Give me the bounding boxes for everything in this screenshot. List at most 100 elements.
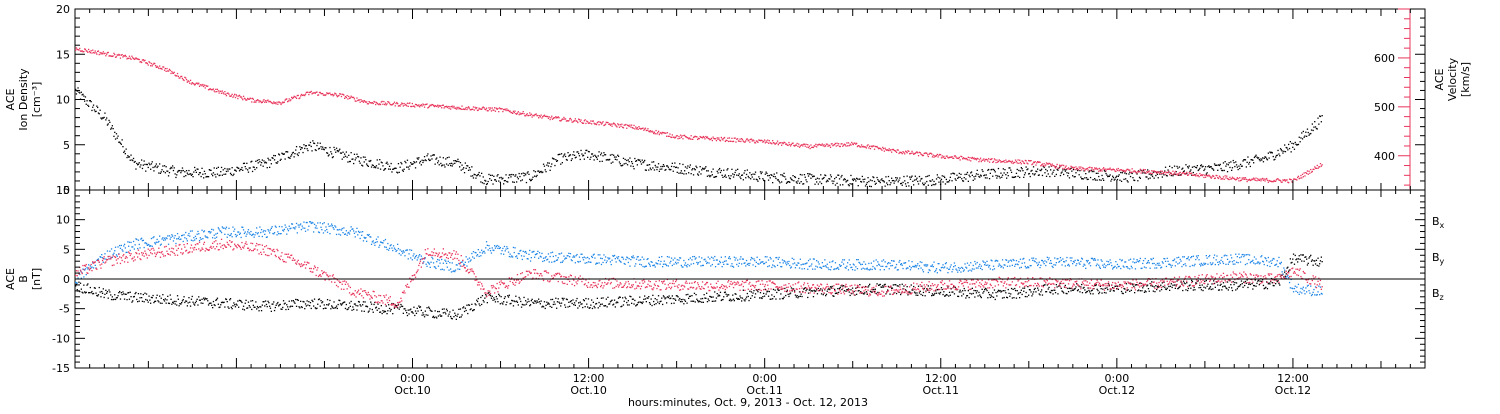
data-point	[843, 290, 846, 292]
data-point	[402, 170, 404, 172]
data-point	[662, 132, 665, 134]
data-point	[539, 303, 541, 305]
data-point	[710, 138, 712, 140]
data-point	[889, 149, 891, 152]
data-point	[1234, 165, 1236, 168]
data-point	[167, 70, 169, 72]
data-point	[787, 144, 789, 146]
data-point	[1081, 169, 1083, 171]
data-point	[895, 177, 897, 179]
data-point	[1192, 171, 1194, 174]
data-point	[582, 154, 585, 156]
data-point	[900, 151, 903, 154]
data-point	[88, 264, 90, 266]
data-point	[317, 298, 320, 301]
data-point	[303, 221, 305, 223]
data-point	[398, 104, 400, 107]
data-point	[389, 310, 391, 312]
data-point	[238, 167, 240, 169]
data-point	[498, 107, 501, 109]
data-point	[103, 296, 105, 299]
data-point	[335, 226, 337, 228]
data-point	[591, 153, 594, 155]
data-point	[1285, 179, 1287, 181]
data-point	[423, 104, 425, 106]
data-point	[417, 158, 419, 160]
data-point	[702, 135, 704, 138]
data-point	[538, 170, 540, 172]
data-point	[817, 183, 819, 185]
data-point	[710, 296, 713, 298]
data-point	[96, 53, 98, 55]
data-point	[824, 289, 826, 291]
data-point	[695, 294, 697, 296]
data-point	[340, 95, 343, 98]
data-point	[1292, 253, 1295, 255]
data-point	[501, 178, 503, 180]
data-point	[663, 296, 665, 298]
data-point	[81, 272, 83, 274]
data-point	[548, 116, 550, 118]
data-point	[99, 291, 101, 293]
data-point	[772, 288, 775, 291]
data-point	[842, 179, 845, 181]
data-point	[198, 239, 201, 242]
data-point	[287, 100, 290, 102]
data-point	[328, 154, 330, 156]
data-point	[1165, 171, 1168, 174]
data-point	[661, 297, 663, 299]
data-point	[1147, 171, 1150, 173]
data-point	[1283, 179, 1285, 182]
data-point	[401, 305, 404, 308]
data-point	[768, 290, 770, 293]
data-point	[856, 293, 858, 295]
data-point	[326, 92, 328, 94]
data-point	[150, 168, 152, 170]
data-point	[360, 157, 362, 159]
data-point	[307, 91, 309, 93]
data-point	[212, 229, 215, 231]
data-point	[1124, 172, 1126, 174]
data-point	[958, 291, 960, 293]
data-point	[560, 153, 563, 155]
data-point	[1185, 164, 1187, 166]
data-point	[857, 145, 859, 147]
data-point	[163, 300, 166, 302]
data-point	[577, 121, 579, 124]
data-point	[641, 159, 643, 161]
data-point	[353, 303, 356, 305]
data-point	[383, 240, 385, 242]
data-point	[623, 163, 625, 165]
data-point	[379, 241, 382, 243]
data-point	[1297, 261, 1299, 263]
data-point	[1300, 137, 1302, 139]
data-point	[979, 176, 981, 178]
data-point	[182, 169, 184, 172]
data-point	[632, 298, 634, 300]
data-point	[973, 289, 975, 292]
data-point	[94, 287, 96, 289]
data-point	[1037, 174, 1040, 176]
data-point	[251, 234, 254, 236]
data-point	[862, 292, 864, 295]
data-point	[123, 55, 126, 57]
data-point	[870, 291, 872, 293]
data-point	[339, 148, 341, 150]
data-point	[107, 297, 109, 299]
data-point	[614, 306, 616, 308]
data-point	[635, 128, 638, 130]
data-point	[246, 99, 248, 101]
data-point	[134, 160, 136, 163]
data-point	[194, 239, 196, 241]
data-point	[348, 160, 351, 163]
data-point	[1140, 172, 1142, 174]
data-point	[917, 285, 920, 287]
data-point	[785, 294, 787, 297]
data-point	[873, 290, 876, 293]
data-point	[494, 179, 496, 181]
data-point	[186, 240, 188, 242]
data-point	[1266, 177, 1268, 180]
data-point	[856, 286, 859, 288]
data-point	[629, 157, 631, 159]
data-point	[334, 307, 336, 309]
